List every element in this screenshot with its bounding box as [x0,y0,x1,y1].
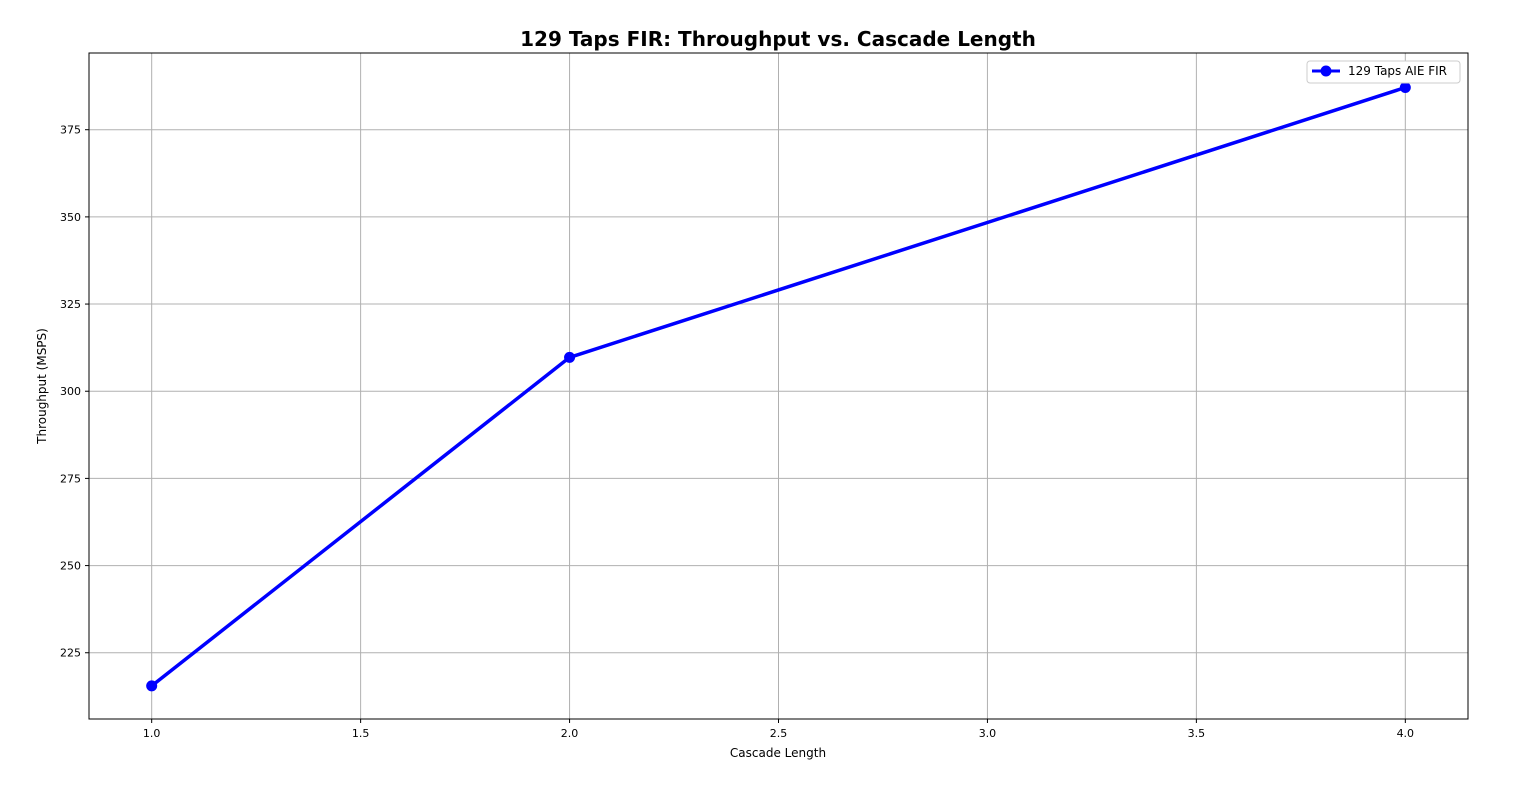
legend-marker-swatch [1320,65,1332,77]
x-tick-label: 4.0 [1397,727,1415,740]
data-point [146,680,158,692]
y-axis-ticks: 225 250 275 300 325 350 375 [60,124,89,660]
x-tick-label: 1.0 [143,727,161,740]
y-tick-label: 300 [60,385,81,398]
y-axis-label: Throughput (MSPS) [35,328,49,445]
y-tick-label: 275 [60,472,81,485]
x-axis-label: Cascade Length [730,746,826,760]
grid-lines [89,53,1468,719]
y-tick-label: 250 [60,560,81,573]
series-layer [146,82,1411,692]
x-axis-ticks: 1.0 1.5 2.0 2.5 3.0 3.5 4.0 [143,719,1414,740]
x-tick-label: 1.5 [352,727,370,740]
legend: 129 Taps AIE FIR [1306,60,1461,84]
y-tick-label: 225 [60,647,81,660]
y-tick-label: 375 [60,124,81,137]
data-point [1399,82,1411,94]
chart-title: 129 Taps FIR: Throughput vs. Cascade Len… [520,27,1036,51]
legend-box [1306,60,1461,84]
x-tick-label: 2.5 [770,727,788,740]
data-point [564,351,576,363]
legend-label: 129 Taps AIE FIR [1348,64,1447,78]
y-tick-label: 350 [60,211,81,224]
y-tick-label: 325 [60,298,81,311]
x-tick-label: 2.0 [561,727,579,740]
x-tick-label: 3.0 [979,727,997,740]
x-tick-label: 3.5 [1188,727,1206,740]
